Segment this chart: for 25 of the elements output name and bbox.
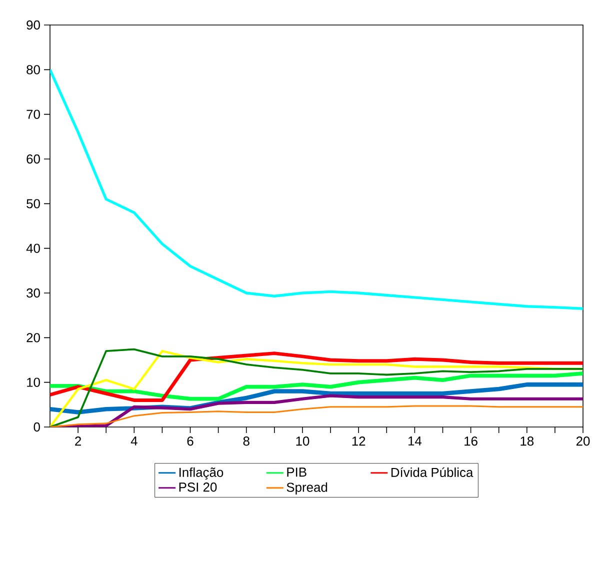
legend-label: PIB bbox=[287, 468, 306, 477]
y-tick-label: 50 bbox=[26, 199, 40, 208]
legend-label: Spread bbox=[286, 482, 328, 494]
y-tick-label: 30 bbox=[26, 288, 40, 298]
legend-label: PSI 20 bbox=[179, 482, 217, 492]
x-tick-label: 6 bbox=[187, 436, 194, 446]
x-tick-label: 2 bbox=[75, 436, 81, 446]
x-tick-label: 12 bbox=[352, 436, 366, 446]
y-tick-label: 20 bbox=[26, 333, 40, 342]
y-tick-label: 40 bbox=[26, 244, 40, 253]
y-tick-label: 80 bbox=[26, 65, 40, 74]
y-tick-label: 90 bbox=[26, 20, 40, 30]
y-tick-label: 70 bbox=[26, 110, 40, 119]
y-tick-label: 0 bbox=[34, 422, 40, 432]
x-tick-label: 8 bbox=[243, 436, 250, 446]
x-tick-label: 16 bbox=[464, 436, 478, 446]
legend-label: Inflação bbox=[180, 467, 224, 480]
legend-label: Dívida Pública bbox=[391, 467, 474, 478]
x-tick-label: 20 bbox=[576, 436, 590, 446]
y-tick-label: 10 bbox=[27, 378, 40, 387]
x-tick-label: 14 bbox=[408, 436, 422, 446]
x-tick-label: 10 bbox=[296, 436, 310, 446]
y-tick-label: 60 bbox=[26, 154, 40, 164]
x-tick-label: 18 bbox=[520, 436, 534, 446]
x-tick-label: 4 bbox=[130, 436, 138, 446]
